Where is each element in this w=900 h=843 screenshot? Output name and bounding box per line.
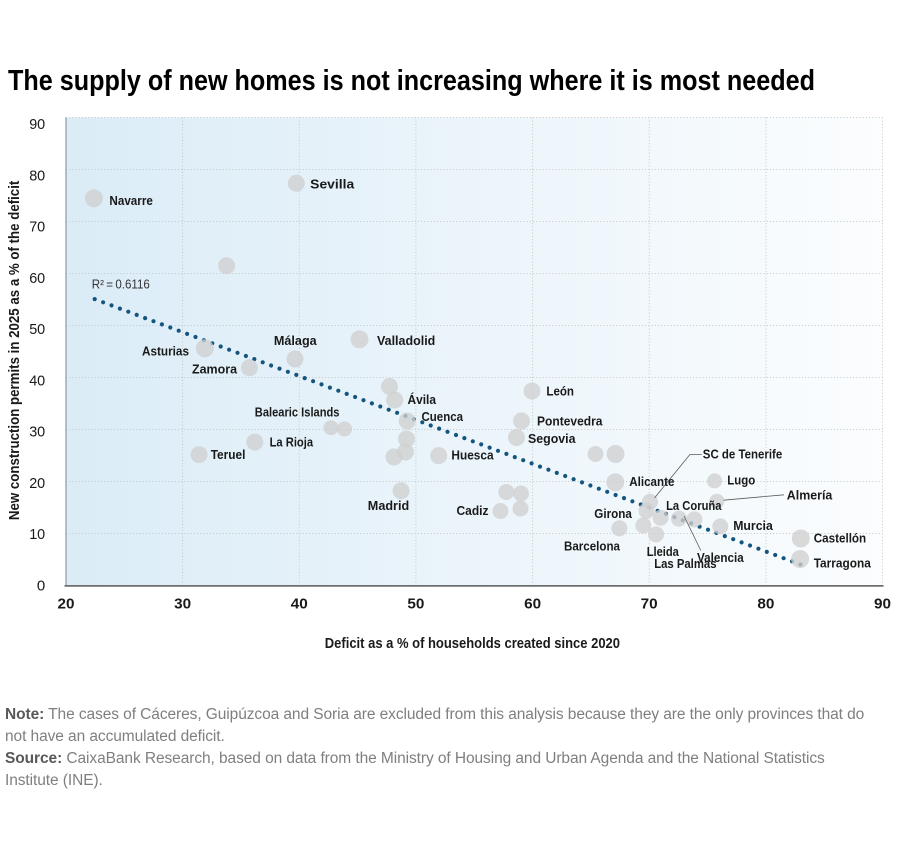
svg-text:León: León [546, 384, 574, 399]
svg-text:30: 30 [29, 424, 45, 441]
svg-text:Lleida: Lleida [647, 544, 680, 559]
svg-text:Málaga: Málaga [274, 333, 318, 348]
svg-text:80: 80 [757, 595, 774, 612]
svg-text:Tarragona: Tarragona [814, 556, 872, 571]
svg-text:50: 50 [29, 321, 45, 338]
svg-text:80: 80 [29, 167, 45, 184]
svg-text:Barcelona: Barcelona [564, 539, 621, 554]
svg-text:Navarre: Navarre [109, 193, 152, 208]
svg-text:Las Palmas: Las Palmas [654, 556, 716, 571]
svg-text:40: 40 [29, 372, 45, 389]
svg-text:50: 50 [407, 595, 424, 612]
svg-text:Alicante: Alicante [629, 474, 674, 489]
svg-text:Valencia: Valencia [697, 550, 744, 565]
svg-text:SC de Tenerife: SC de Tenerife [703, 447, 782, 462]
svg-text:Deficit as a % of households c: Deficit as a % of households created sin… [325, 636, 620, 652]
svg-text:90: 90 [874, 595, 891, 612]
svg-text:Madrid: Madrid [368, 498, 409, 513]
svg-text:10: 10 [29, 526, 45, 543]
svg-text:30: 30 [174, 595, 191, 612]
svg-text:Balearic Islands: Balearic Islands [255, 405, 340, 420]
svg-text:Pontevedra: Pontevedra [537, 413, 603, 428]
svg-text:R² = 0.6116: R² = 0.6116 [92, 277, 150, 292]
svg-text:Sevilla: Sevilla [310, 177, 355, 192]
svg-text:Zamora: Zamora [192, 362, 238, 377]
svg-text:Lugo: Lugo [727, 472, 755, 487]
svg-text:Huesca: Huesca [451, 448, 494, 463]
svg-text:Girona: Girona [594, 506, 632, 521]
svg-text:Teruel: Teruel [211, 447, 246, 462]
svg-text:20: 20 [58, 595, 75, 612]
svg-text:Valladolid: Valladolid [377, 333, 435, 348]
svg-text:Castellón: Castellón [814, 531, 867, 546]
svg-text:New construction permits in 20: New construction permits in 2025 as a % … [7, 181, 23, 521]
svg-text:90: 90 [29, 116, 45, 133]
svg-text:Almería: Almería [787, 487, 833, 502]
svg-text:70: 70 [641, 595, 658, 612]
svg-text:60: 60 [29, 270, 45, 287]
svg-text:Segovia: Segovia [528, 431, 576, 446]
svg-text:0: 0 [37, 577, 45, 594]
svg-text:60: 60 [524, 595, 541, 612]
svg-text:La Coruña: La Coruña [666, 498, 722, 513]
svg-text:La Rioja: La Rioja [270, 434, 314, 449]
svg-text:70: 70 [29, 219, 45, 236]
svg-text:Cuenca: Cuenca [422, 409, 464, 424]
svg-text:Asturias: Asturias [142, 343, 189, 358]
svg-text:Murcia: Murcia [733, 518, 773, 533]
svg-text:Cadiz: Cadiz [457, 503, 489, 518]
svg-text:Ávila: Ávila [408, 392, 437, 407]
svg-text:20: 20 [29, 475, 45, 492]
svg-text:The supply of new homes is not: The supply of new homes is not increasin… [8, 65, 815, 97]
svg-text:40: 40 [291, 595, 308, 612]
